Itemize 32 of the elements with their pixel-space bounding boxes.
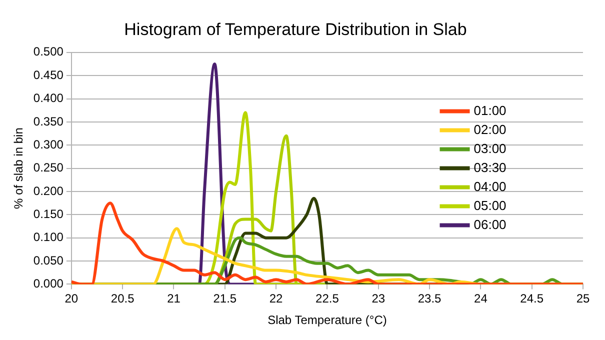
x-axis-title: Slab Temperature (°C) bbox=[268, 313, 387, 328]
y-tick-label: 0.450 bbox=[33, 68, 64, 82]
x-tick-label: 22 bbox=[269, 292, 284, 306]
x-tick-label: 23.5 bbox=[418, 292, 442, 306]
legend-label: 04:00 bbox=[474, 178, 506, 194]
legend-label: 03:00 bbox=[474, 140, 506, 156]
y-tick-label: 0.250 bbox=[33, 160, 64, 175]
x-tick-label: 20.5 bbox=[110, 292, 135, 306]
x-tick-label: 23 bbox=[372, 292, 386, 306]
y-tick-label: 0.350 bbox=[33, 114, 64, 128]
legend-label: 01:00 bbox=[474, 102, 506, 118]
chart-title: Histogram of Temperature Distribution in Slab bbox=[124, 20, 467, 39]
x-tick-label: 24.5 bbox=[520, 292, 544, 306]
x-tick-label: 22.5 bbox=[316, 292, 340, 306]
legend-label: 03:30 bbox=[474, 160, 506, 175]
x-tick-label: 20 bbox=[64, 292, 78, 306]
x-tick-label: 21 bbox=[167, 292, 181, 306]
legend-label: 02:00 bbox=[474, 122, 506, 137]
y-tick-label: 0.500 bbox=[33, 44, 64, 59]
x-tick-label: 24 bbox=[474, 292, 488, 306]
y-tick-label: 0.300 bbox=[33, 137, 64, 152]
x-tick-label: 25 bbox=[576, 292, 590, 306]
y-tick-label: 0.200 bbox=[33, 184, 64, 198]
y-tick-label: 0.050 bbox=[33, 253, 64, 268]
y-tick-label: 0.100 bbox=[33, 230, 64, 244]
legend-label: 06:00 bbox=[474, 216, 506, 232]
y-tick-label: 0.000 bbox=[33, 276, 64, 291]
x-tick-label: 21.5 bbox=[213, 292, 237, 306]
legend-label: 05:00 bbox=[474, 198, 506, 213]
y-tick-label: 0.400 bbox=[33, 91, 64, 106]
y-tick-label: 0.150 bbox=[33, 206, 64, 221]
y-axis-title: % of slab in bin bbox=[12, 128, 26, 209]
